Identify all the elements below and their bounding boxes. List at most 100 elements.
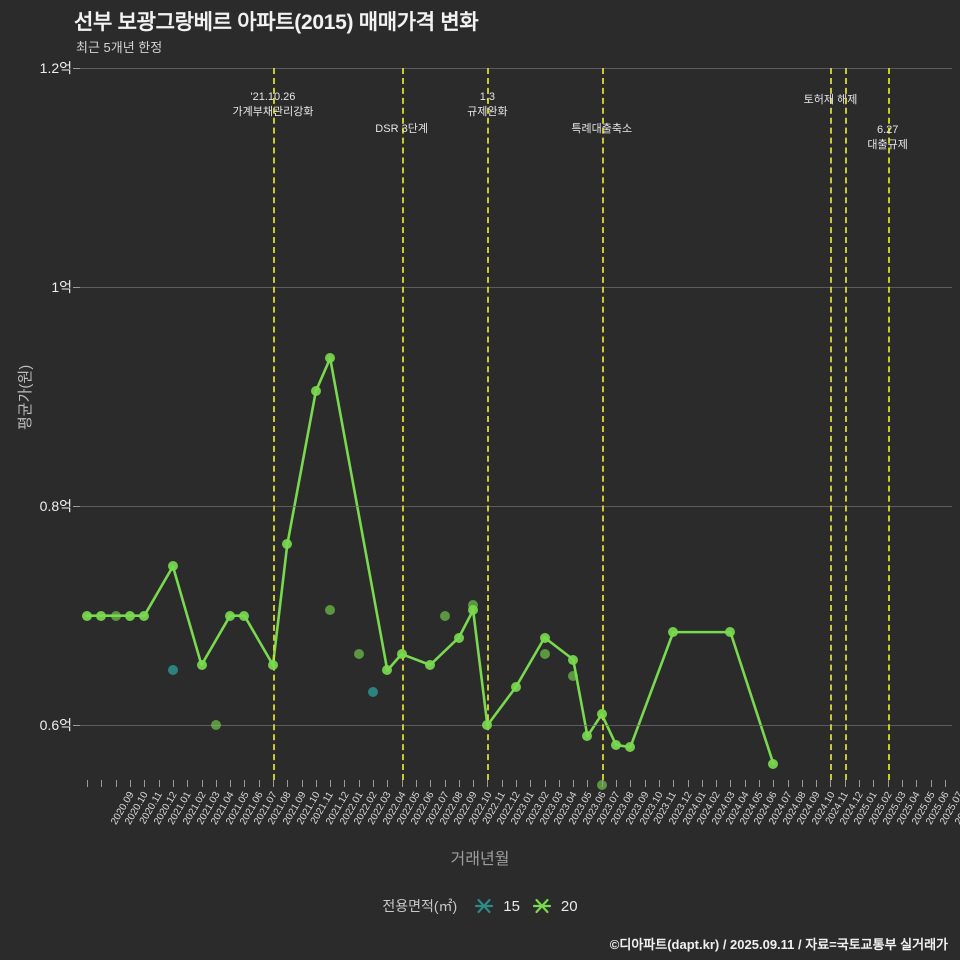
x-tick-mark xyxy=(415,780,417,787)
data-point[interactable] xyxy=(453,632,464,643)
event-vline xyxy=(844,68,847,780)
data-point[interactable] xyxy=(468,605,479,616)
data-point[interactable] xyxy=(96,610,107,621)
data-point[interactable] xyxy=(110,610,121,621)
gridline xyxy=(80,725,952,727)
x-tick-mark xyxy=(759,780,761,787)
data-point[interactable] xyxy=(568,670,579,681)
data-point[interactable] xyxy=(625,742,636,753)
y-tick-mark xyxy=(73,68,80,69)
x-tick-mark xyxy=(473,780,475,787)
x-tick-mark xyxy=(344,780,346,787)
x-tick-mark xyxy=(844,780,846,787)
y-tick-label: 0.8억 xyxy=(39,498,72,515)
x-tick-mark xyxy=(230,780,232,787)
series-line-20 xyxy=(85,356,775,765)
y-tick-mark xyxy=(73,725,80,727)
event-vline xyxy=(272,68,275,780)
x-tick-mark xyxy=(144,780,146,787)
data-point[interactable] xyxy=(468,599,479,610)
x-tick-mark xyxy=(401,780,403,787)
x-tick-mark xyxy=(773,780,775,787)
x-tick-mark xyxy=(644,780,646,787)
data-point[interactable] xyxy=(82,610,93,621)
event-label: 1.3 규제완화 xyxy=(467,91,508,118)
data-point[interactable] xyxy=(325,353,336,364)
x-tick-mark xyxy=(601,780,603,787)
gridline xyxy=(80,506,952,508)
data-point[interactable] xyxy=(668,627,679,638)
event-vline xyxy=(401,68,404,780)
data-point[interactable] xyxy=(353,649,364,660)
data-point[interactable] xyxy=(239,610,250,621)
legend-item-20[interactable]: 20 xyxy=(531,897,578,915)
data-point[interactable] xyxy=(225,610,236,621)
data-point[interactable] xyxy=(310,386,321,397)
event-label: 특례대출축소 xyxy=(571,123,633,135)
x-tick-mark xyxy=(530,780,532,787)
x-tick-mark xyxy=(744,780,746,787)
x-tick-mark xyxy=(315,780,317,787)
page-title: 선부 보광그랑베르 아파트(2015) 매매가격 변화 xyxy=(74,11,479,34)
event-label: 6.27 대출규제 xyxy=(867,124,908,151)
data-point[interactable] xyxy=(611,739,622,750)
x-tick-mark xyxy=(801,780,803,787)
x-tick-mark xyxy=(458,780,460,787)
data-point[interactable] xyxy=(725,627,736,638)
y-tick-label: 0.6억 xyxy=(39,717,72,734)
star-marker-icon xyxy=(475,898,494,914)
event-vline xyxy=(601,68,604,780)
legend-label-15: 15 xyxy=(503,897,520,915)
x-tick-mark xyxy=(358,780,360,787)
data-point[interactable] xyxy=(768,758,779,769)
legend-label-20: 20 xyxy=(560,897,578,915)
data-point[interactable] xyxy=(167,665,178,676)
data-point[interactable] xyxy=(539,632,550,643)
x-tick-mark xyxy=(730,780,732,787)
x-axis-title: 거래년월 xyxy=(450,851,510,868)
event-label: DSR 3단계 xyxy=(375,123,428,135)
event-vline xyxy=(887,68,890,780)
data-point[interactable] xyxy=(267,659,278,670)
data-point[interactable] xyxy=(439,610,450,621)
y-tick-label: 1억 xyxy=(51,279,72,296)
data-point[interactable] xyxy=(196,659,207,670)
event-label: 토허제 해제 xyxy=(803,94,858,106)
x-tick-mark xyxy=(587,780,589,787)
data-point[interactable] xyxy=(582,731,593,742)
x-tick-mark xyxy=(187,780,189,787)
x-tick-mark xyxy=(944,780,946,787)
x-tick-mark xyxy=(215,780,217,787)
data-point[interactable] xyxy=(539,649,550,660)
x-tick-mark xyxy=(558,780,560,787)
x-tick-mark xyxy=(930,780,932,787)
x-tick-mark xyxy=(830,780,832,787)
data-point[interactable] xyxy=(396,649,407,660)
legend-title: 전용면적(㎡) xyxy=(382,898,458,914)
series-lines xyxy=(85,356,775,765)
data-point[interactable] xyxy=(511,681,521,692)
x-tick-mark xyxy=(901,780,903,787)
x-tick-mark xyxy=(658,780,660,787)
data-point[interactable] xyxy=(210,720,221,731)
x-tick-mark xyxy=(873,780,875,787)
data-point[interactable] xyxy=(482,720,493,731)
x-tick-mark xyxy=(244,780,246,787)
data-point[interactable] xyxy=(167,561,178,572)
y-tick-label: 1.2억 xyxy=(39,60,72,76)
data-point[interactable] xyxy=(282,539,293,550)
data-point[interactable] xyxy=(596,709,607,720)
x-tick-mark xyxy=(787,780,789,787)
data-point[interactable] xyxy=(325,605,336,616)
data-point[interactable] xyxy=(568,654,579,665)
data-point[interactable] xyxy=(139,610,150,621)
star-marker-icon xyxy=(532,898,552,914)
data-point[interactable] xyxy=(382,665,393,676)
data-point[interactable] xyxy=(425,659,436,670)
data-point[interactable] xyxy=(125,610,136,621)
x-tick-mark xyxy=(616,780,618,787)
data-point[interactable] xyxy=(368,687,379,698)
x-tick-mark xyxy=(544,780,546,787)
legend-item-15[interactable]: 15 xyxy=(473,897,520,915)
